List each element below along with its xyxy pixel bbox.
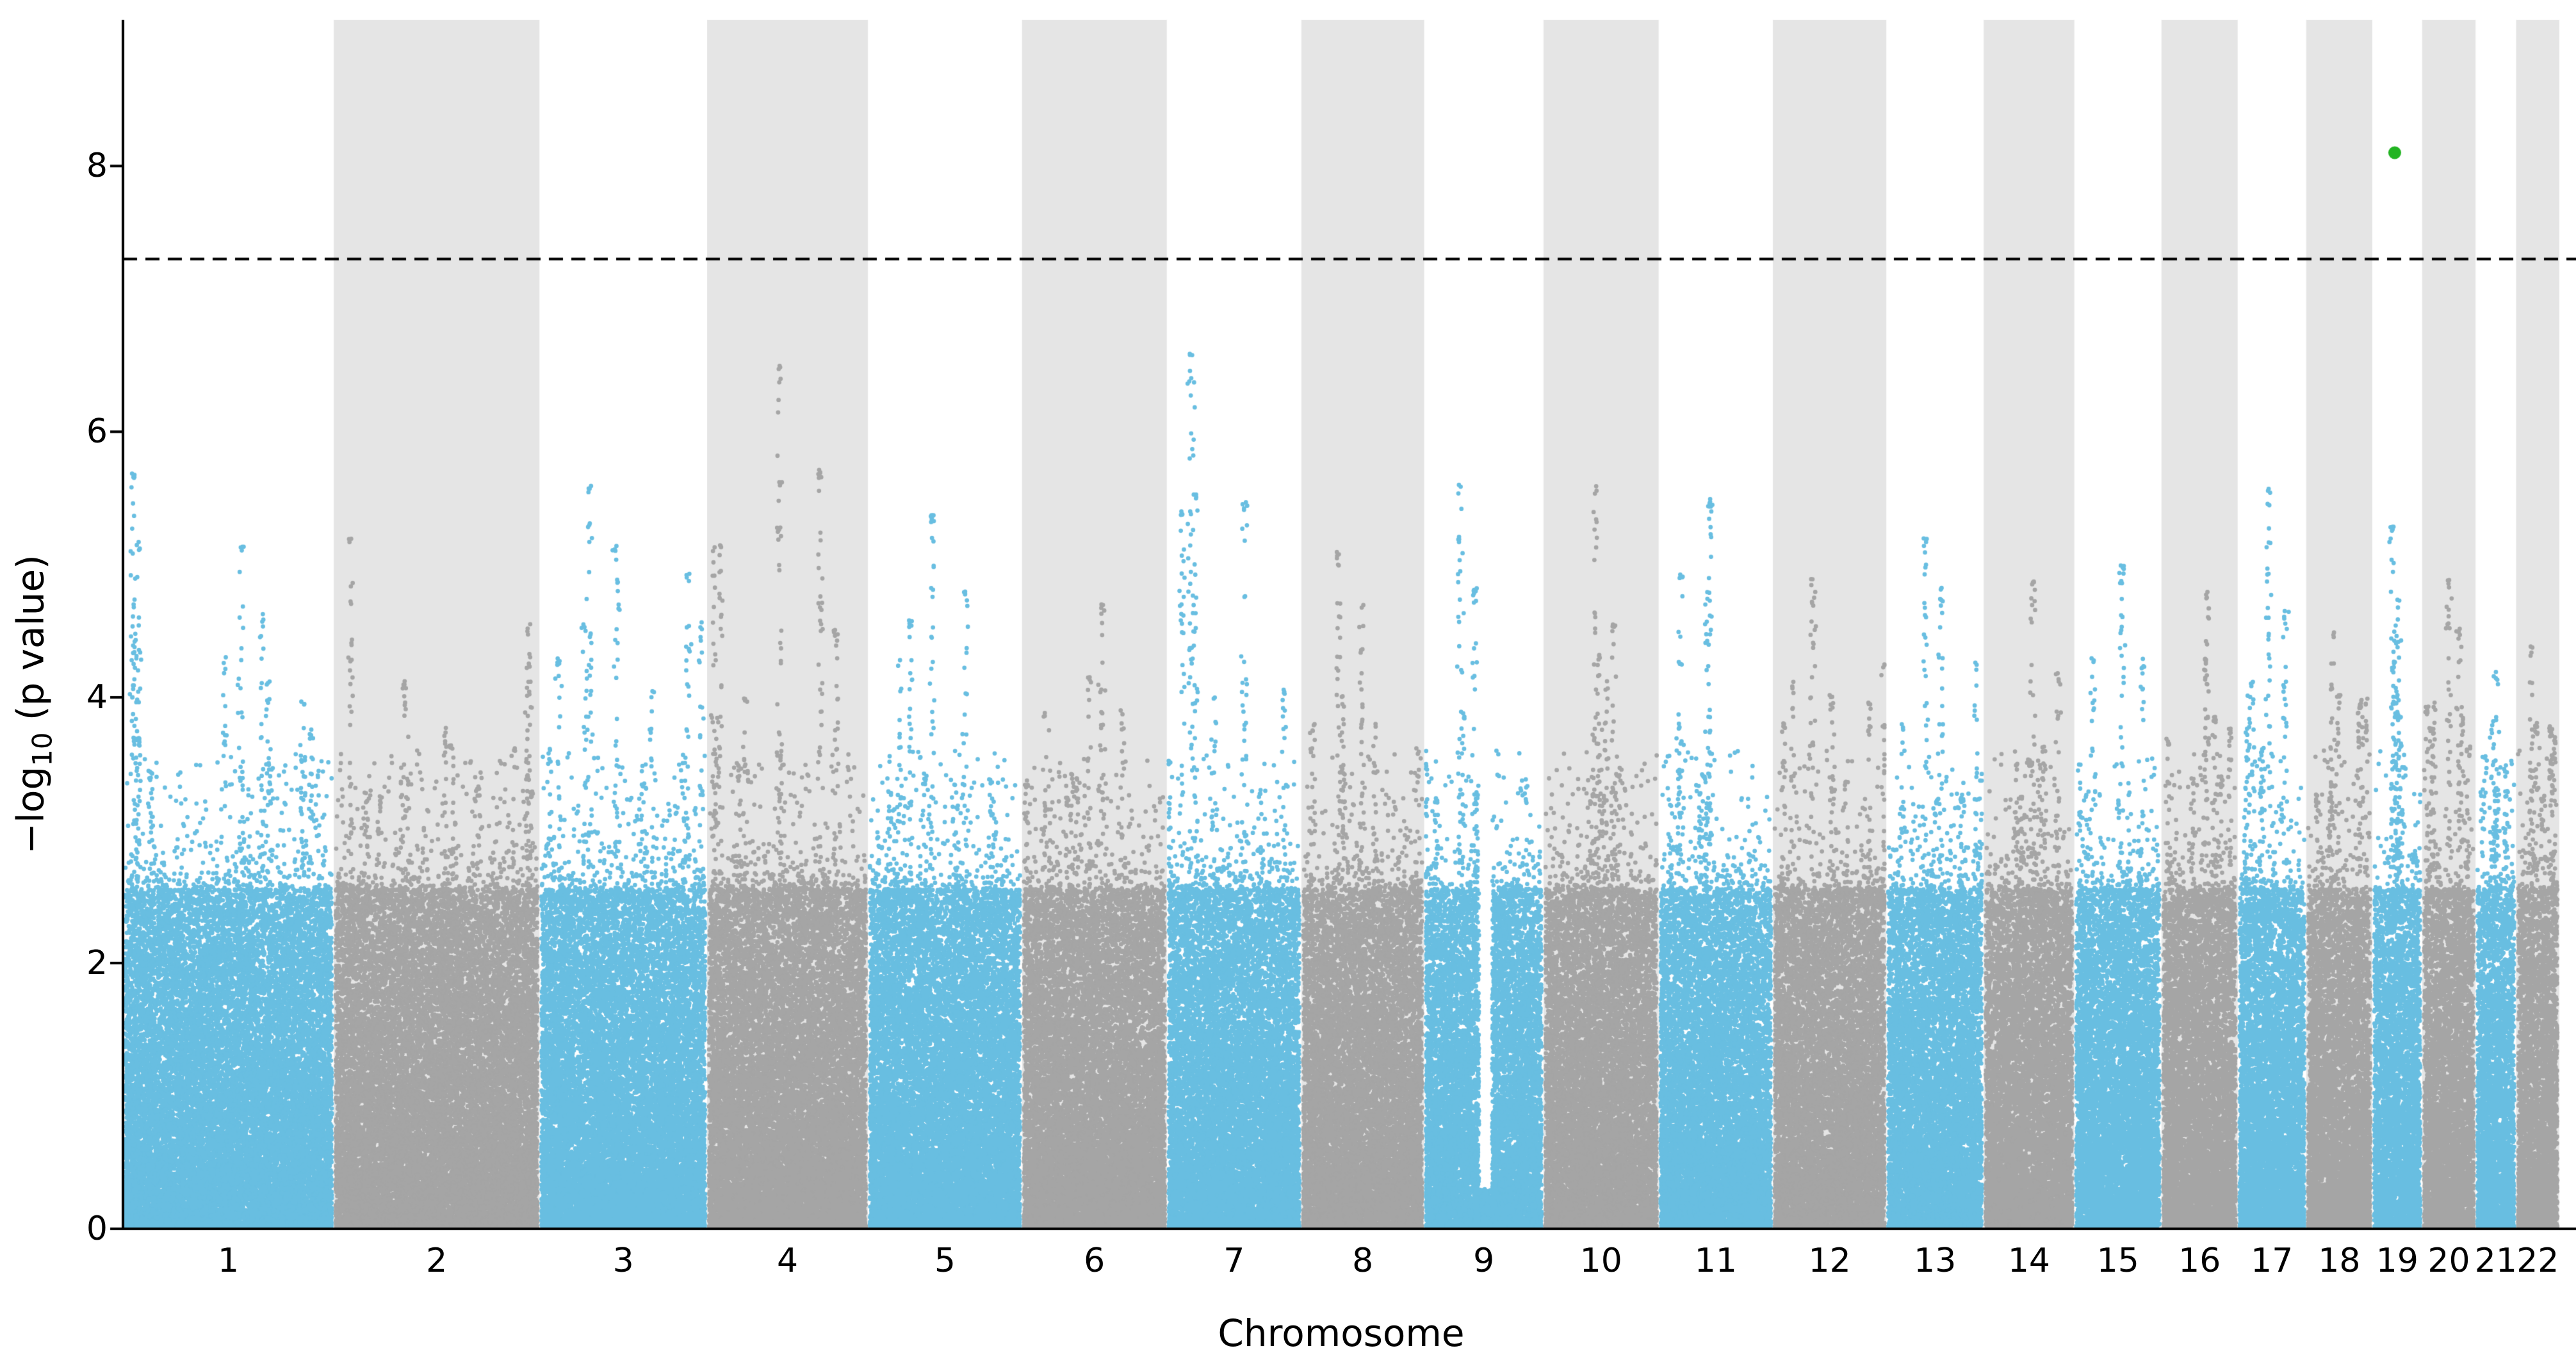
y-axis-label-prefix: −log (8, 766, 53, 854)
x-tick-label-chromosome-12: 12 (1808, 1242, 1851, 1280)
x-tick-label-chromosome-4: 4 (777, 1242, 799, 1280)
x-tick-label-chromosome-11: 11 (1694, 1242, 1737, 1280)
x-tick-label-chromosome-15: 15 (2096, 1242, 2139, 1280)
x-tick-label-chromosome-3: 3 (612, 1242, 634, 1280)
x-tick-label-chromosome-21: 21 (2474, 1242, 2517, 1280)
y-tick-label: 6 (86, 412, 108, 451)
x-tick-label-chromosome-17: 17 (2251, 1242, 2294, 1280)
x-tick-label-chromosome-13: 13 (1914, 1242, 1957, 1280)
x-tick-label-chromosome-5: 5 (934, 1242, 956, 1280)
x-tick-label-chromosome-6: 6 (1084, 1242, 1105, 1280)
y-tick-label: 4 (86, 678, 108, 717)
x-tick-label-chromosome-7: 7 (1223, 1242, 1245, 1280)
x-tick-label-chromosome-22: 22 (2516, 1242, 2559, 1280)
x-tick-label-chromosome-18: 18 (2318, 1242, 2361, 1280)
x-axis-label: Chromosome (1218, 1311, 1465, 1355)
x-tick-label-chromosome-19: 19 (2376, 1242, 2418, 1280)
x-tick-label-chromosome-16: 16 (2178, 1242, 2221, 1280)
x-tick-label-chromosome-8: 8 (1352, 1242, 1374, 1280)
y-tick-label: 2 (86, 944, 108, 983)
x-tick-label-chromosome-1: 1 (218, 1242, 240, 1280)
x-tick-label-chromosome-20: 20 (2427, 1242, 2470, 1280)
x-tick-label-chromosome-14: 14 (2007, 1242, 2050, 1280)
x-tick-label-chromosome-9: 9 (1473, 1242, 1495, 1280)
x-tick-label-chromosome-10: 10 (1579, 1242, 1622, 1280)
y-tick-label: 0 (86, 1210, 108, 1248)
x-tick-label-chromosome-2: 2 (426, 1242, 448, 1280)
y-tick-label: 8 (86, 147, 108, 186)
y-axis-label-subscript: 10 (26, 732, 58, 766)
